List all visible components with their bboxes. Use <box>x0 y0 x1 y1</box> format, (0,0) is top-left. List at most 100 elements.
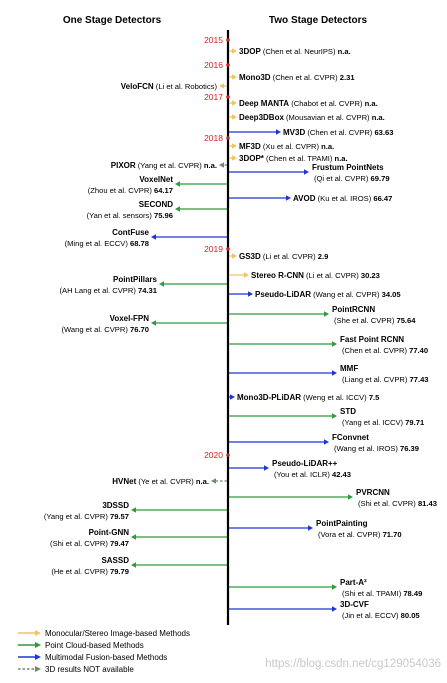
entry-pointpillars: PointPillars (AH Lang et al. CVPR) 74.31 <box>59 275 227 295</box>
mono3d-plidar-name: Mono3D-PLiDAR <box>237 393 301 402</box>
fast-point-rcnn-citation-text: (Chen et al. CVPR) <box>342 346 409 355</box>
deep-manta-citation: (Chabot et al. CVPR) <box>289 99 365 108</box>
entry-second: SECOND (Yan et al. sensors) 75.96 <box>87 200 227 220</box>
fast-point-rcnn-name: Fast Point RCNN <box>340 335 404 344</box>
watermark-text: https://blog.csdn.net/cg129054036 <box>265 658 441 670</box>
pointpillars-name: PointPillars <box>113 275 158 284</box>
3d-cvf-arrow-head <box>332 606 337 612</box>
pointrcnn-arrow-head <box>324 311 329 317</box>
mono3d-plidar-label: Mono3D-PLiDAR (Weng et al. ICCV) 7.5 <box>237 393 380 402</box>
mono3d-plidar-score: 7.5 <box>369 393 380 402</box>
legend-fusion: Multimodal Fusion-based Methods <box>18 653 167 662</box>
fconvnet-name: FConvnet <box>332 433 369 442</box>
contfuse-score: 68.78 <box>130 239 149 248</box>
pointrcnn-name: PointRCNN <box>332 305 375 314</box>
mono3d-plidar-citation: (Weng et al. ICCV) <box>301 393 369 402</box>
hvnet-name: HVNet <box>112 477 136 486</box>
entry-pseudo-lidar: Pseudo-LiDAR (Wang et al. CVPR) 34.05 <box>229 290 401 299</box>
mf3d-score: n.a. <box>321 142 334 151</box>
3dop-score: n.a. <box>335 154 348 163</box>
gs3d-name: GS3D <box>239 252 261 261</box>
mmf-name: MMF <box>340 364 358 373</box>
year-label-2020: 2020 <box>204 450 223 460</box>
entry-part-a: Part-A² (Shi et al. TPAMI) 78.49 <box>229 578 422 598</box>
3dop-name: 3DOP <box>239 47 261 56</box>
part-a-score: 78.49 <box>403 589 422 598</box>
3dop-citation: (Chen et al. NeurIPS) <box>261 47 338 56</box>
pixor-arrow-head <box>219 162 224 168</box>
year-label-2019: 2019 <box>204 244 223 254</box>
3dop-arrow-head <box>232 48 237 54</box>
legend-fusion-arrow-head <box>35 654 41 660</box>
entry-contfuse: ContFuse (Ming et al. ECCV) 68.78 <box>65 228 227 248</box>
point-gnn-name: Point-GNN <box>89 528 130 537</box>
3d-cvf-citation: (Jin et al. ECCV) 80.05 <box>342 611 420 620</box>
entry-avod: AVOD (Ku et al. IROS) 66.47 <box>229 194 392 203</box>
method-entries: 3DOP (Chen et al. NeurIPS) n.a. Mono3D (C… <box>44 47 437 620</box>
entry-deep-manta: Deep MANTA (Chabot et al. CVPR) n.a. <box>229 99 378 108</box>
entry-deep3dbox: Deep3DBox (Mousavian et al. CVPR) n.a. <box>229 113 385 122</box>
point-gnn-citation-text: (Shi et al. CVPR) <box>50 539 110 548</box>
hvnet-citation: (Ye et al. CVPR) <box>136 477 196 486</box>
std-score: 79.71 <box>405 418 425 427</box>
pseudo-lidar-name: Pseudo-LiDAR++ <box>272 459 338 468</box>
pseudo-lidar-arrow-head <box>264 465 269 471</box>
frustum-pointnets-citation: (Qi et al. CVPR) 69.79 <box>314 174 390 183</box>
fast-point-rcnn-arrow-head <box>332 341 337 347</box>
hvnet-score: n.a. <box>196 477 209 486</box>
deep-manta-name: Deep MANTA <box>239 99 289 108</box>
sassd-citation: (He et al. CVPR) 79.79 <box>51 567 129 576</box>
entry-mono3d-plidar: Mono3D-PLiDAR (Weng et al. ICCV) 7.5 <box>229 393 380 402</box>
legend-mono-label: Monocular/Stereo Image-based Methods <box>45 629 190 638</box>
mmf-arrow-head <box>332 370 337 376</box>
legend-na: 3D results NOT available <box>18 665 134 674</box>
legend-point: Point Cloud-based Methods <box>18 641 144 650</box>
mf3d-citation: (Xu et al. CVPR) <box>261 142 321 151</box>
entry-frustum-pointnets: Frustum PointNets (Qi et al. CVPR) 69.79 <box>229 163 390 183</box>
pvrcnn-score: 81.43 <box>418 499 437 508</box>
part-a-arrow-head <box>332 584 337 590</box>
entry-3dop: 3DOP* (Chen et al. TPAMI) n.a. <box>229 154 348 163</box>
part-a-citation: (Shi et al. TPAMI) 78.49 <box>342 589 422 598</box>
avod-label: AVOD (Ku et al. IROS) 66.47 <box>293 194 392 203</box>
pointpainting-name: PointPainting <box>316 519 368 528</box>
stereo-r-cnn-arrow-head <box>244 272 249 278</box>
entry-pointpainting: PointPainting (Vora et al. CVPR) 71.70 <box>229 519 402 539</box>
deep3dbox-arrow-head <box>232 114 237 120</box>
legend-na-arrow-head <box>35 666 41 672</box>
entry-sassd: SASSD (He et al. CVPR) 79.79 <box>51 556 227 576</box>
entry-gs3d: GS3D (Li et al. CVPR) 2.9 <box>229 252 328 261</box>
entry-pvrcnn: PVRCNN (Shi et al. CVPR) 81.43 <box>229 488 437 508</box>
voxelnet-score: 64.17 <box>154 186 173 195</box>
entry-mmf: MMF (Liang et al. CVPR) 77.43 <box>229 364 429 384</box>
deep-manta-arrow-head <box>232 100 237 106</box>
legend-point-arrow-head <box>35 642 41 648</box>
sassd-score: 79.79 <box>110 567 129 576</box>
pixor-label: PIXOR (Yang et al. CVPR) n.a. <box>111 161 217 170</box>
3dop-arrow-head <box>232 155 237 161</box>
voxel-fpn-citation-text: (Wang et al. CVPR) <box>61 325 130 334</box>
pseudo-lidar-score: 42.43 <box>332 470 351 479</box>
mv3d-citation: (Chen et al. CVPR) <box>305 128 374 137</box>
contfuse-citation-text: (Ming et al. ECCV) <box>65 239 130 248</box>
voxelnet-name: VoxelNet <box>139 175 173 184</box>
3dssd-citation-text: (Yang et al. CVPR) <box>44 512 110 521</box>
mv3d-label: MV3D (Chen et al. CVPR) 63.63 <box>283 128 393 137</box>
pixor-score: n.a. <box>204 161 217 170</box>
3dop-label: 3DOP (Chen et al. NeurIPS) n.a. <box>239 47 351 56</box>
3d-cvf-score: 80.05 <box>401 611 421 620</box>
entry-voxelnet: VoxelNet (Zhou et al. CVPR) 64.17 <box>88 175 227 195</box>
deep3dbox-score: n.a. <box>372 113 385 122</box>
entry-stereo-r-cnn: Stereo R-CNN (Li et al. CVPR) 30.23 <box>229 271 380 280</box>
sassd-arrow-head <box>131 562 136 568</box>
avod-name: AVOD <box>293 194 316 203</box>
frustum-pointnets-arrow-head <box>304 169 309 175</box>
pointpillars-score: 74.31 <box>138 286 158 295</box>
part-a-name: Part-A² <box>340 578 367 587</box>
frustum-pointnets-name: Frustum PointNets <box>312 163 384 172</box>
pointrcnn-score: 75.64 <box>396 316 416 325</box>
deep3dbox-name: Deep3DBox <box>239 113 284 122</box>
3dssd-arrow-head <box>131 507 136 513</box>
pseudo-lidar-citation-text: (You et al. ICLR) <box>274 470 332 479</box>
legend-mono: Monocular/Stereo Image-based Methods <box>18 629 190 638</box>
